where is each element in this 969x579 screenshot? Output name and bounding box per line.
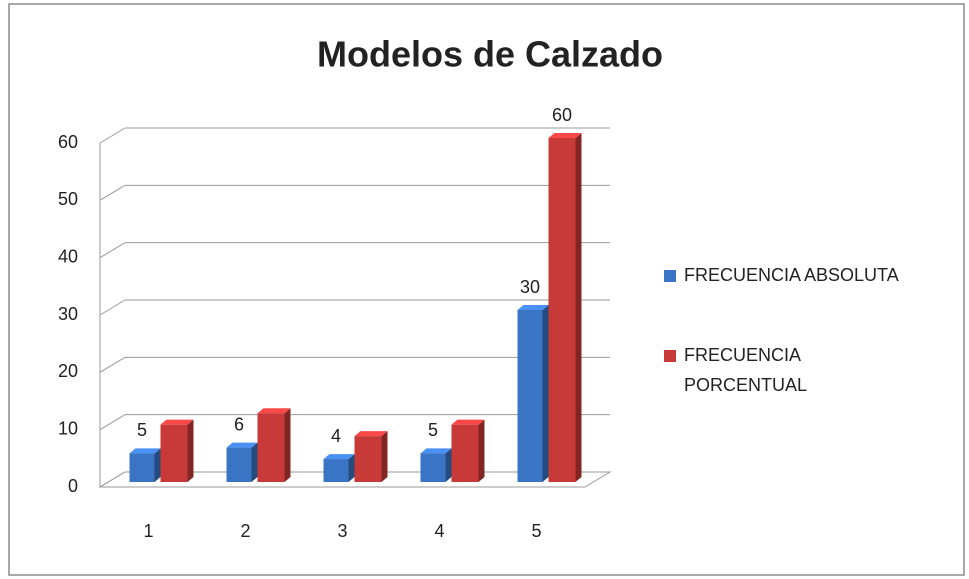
- x-tick-label: 3: [337, 521, 347, 541]
- bar-side: [445, 448, 452, 482]
- y-tick-label: 40: [58, 246, 78, 266]
- grid-line-side: [99, 299, 126, 316]
- chart-title: Modelos de Calzado: [317, 34, 663, 75]
- data-label: 5: [428, 420, 438, 440]
- y-tick-label: 30: [58, 304, 78, 324]
- grid-line-side: [99, 184, 126, 201]
- bar-top: [517, 305, 549, 310]
- bar-top: [451, 419, 485, 425]
- bar: [517, 310, 543, 482]
- x-tick-label: 4: [434, 521, 444, 541]
- grid-line-side: [99, 471, 126, 488]
- data-label: 60: [552, 105, 572, 125]
- bar-top: [257, 408, 291, 414]
- legend-swatch: [664, 350, 676, 362]
- bar-side: [348, 454, 355, 482]
- bar: [451, 424, 479, 482]
- y-tick-label: 20: [58, 361, 78, 381]
- bar-side: [154, 448, 161, 482]
- data-label: 6: [234, 414, 244, 434]
- bar-top: [226, 442, 258, 448]
- y-tick-label: 10: [58, 418, 78, 438]
- bar-top: [160, 419, 194, 425]
- bar: [257, 413, 285, 482]
- bar-side: [381, 431, 388, 482]
- bar-top: [548, 133, 582, 138]
- bar: [420, 453, 446, 482]
- bar: [354, 436, 382, 482]
- grid-line-side: [99, 356, 126, 373]
- x-tick-label: 2: [240, 521, 250, 541]
- bar-top: [323, 454, 355, 460]
- data-label: 30: [520, 277, 540, 297]
- chart-border: [8, 3, 965, 576]
- x-tick-label: 5: [531, 521, 541, 541]
- y-tick-label: 0: [68, 476, 78, 496]
- legend-label: FRECUENCIA PORCENTUAL: [684, 345, 808, 395]
- grid-line-side: [99, 242, 126, 259]
- bar-top: [129, 448, 161, 454]
- grid-line-side: [99, 414, 126, 431]
- data-label: 4: [331, 426, 341, 446]
- bar-side: [251, 442, 258, 482]
- bar: [226, 447, 252, 482]
- data-label: 5: [137, 420, 147, 440]
- legend-label: FRECUENCIA ABSOLUTA: [684, 265, 899, 285]
- legend-swatch: [664, 270, 676, 282]
- legend-item: FRECUENCIA PORCENTUAL: [664, 345, 844, 400]
- bar-side: [478, 419, 485, 482]
- y-tick-label: 50: [58, 189, 78, 209]
- bar: [160, 424, 188, 482]
- bar-top: [354, 431, 388, 437]
- bar: [548, 138, 576, 482]
- y-tick-label: 60: [58, 132, 78, 152]
- grid-line-side: [99, 127, 126, 144]
- bar-side: [187, 419, 194, 482]
- bar-top: [420, 448, 452, 454]
- bar-side: [575, 133, 582, 482]
- bar-side: [284, 408, 291, 482]
- bar-side: [542, 305, 549, 482]
- legend-item: FRECUENCIA ABSOLUTA: [664, 265, 899, 290]
- x-tick-label: 1: [143, 521, 153, 541]
- bar: [129, 453, 155, 482]
- bar: [323, 459, 349, 482]
